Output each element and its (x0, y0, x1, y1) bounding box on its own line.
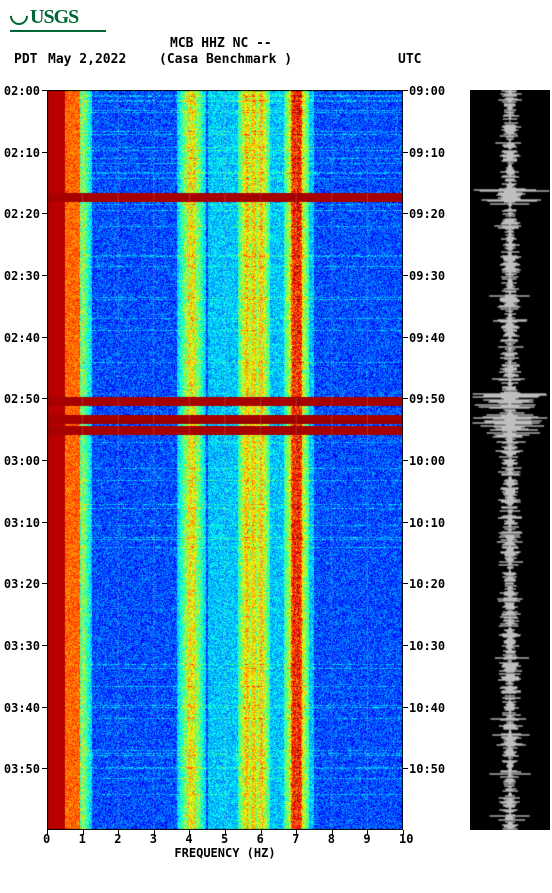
ytick-right-label: 10:10 (409, 516, 445, 530)
tz-left: PDT (14, 52, 37, 67)
xtick-label: 6 (257, 832, 264, 846)
usgs-logo: USGS (10, 6, 106, 32)
xtick-label: 4 (185, 832, 192, 846)
ytick-left-label: 02:30 (4, 269, 40, 283)
xtick-label: 5 (221, 832, 228, 846)
xtick-label: 3 (150, 832, 157, 846)
ytick-left-label: 02:40 (4, 331, 40, 345)
logo-text: USGS (30, 6, 78, 28)
ytick-right-label: 10:20 (409, 577, 445, 591)
xtick-label: 10 (399, 832, 413, 846)
station-line: MCB HHZ NC -- (170, 36, 272, 51)
xtick-label: 1 (79, 832, 86, 846)
ytick-right-label: 09:00 (409, 84, 445, 98)
xtick-label: 9 (363, 832, 370, 846)
ytick-left-label: 03:10 (4, 516, 40, 530)
ytick-right-label: 10:30 (409, 639, 445, 653)
xtick-label: 8 (328, 832, 335, 846)
spectrogram-plot: FREQUENCY (HZ) (47, 90, 403, 850)
tz-right: UTC (398, 52, 421, 67)
ytick-right-label: 09:10 (409, 146, 445, 160)
spectrogram-canvas (47, 90, 403, 830)
x-axis-label: FREQUENCY (HZ) (174, 846, 275, 860)
ytick-left-label: 02:20 (4, 207, 40, 221)
ytick-left-label: 02:00 (4, 84, 40, 98)
seismogram-canvas (470, 90, 550, 830)
xtick-label: 7 (292, 832, 299, 846)
ytick-right-label: 10:40 (409, 701, 445, 715)
ytick-left-label: 02:50 (4, 392, 40, 406)
ytick-right-label: 09:50 (409, 392, 445, 406)
ytick-right-label: 10:50 (409, 762, 445, 776)
ytick-left-label: 03:40 (4, 701, 40, 715)
seismogram-plot (470, 90, 550, 830)
ytick-left-label: 03:30 (4, 639, 40, 653)
ytick-left-label: 03:00 (4, 454, 40, 468)
ytick-left-label: 03:20 (4, 577, 40, 591)
xtick-label: 2 (114, 832, 121, 846)
ytick-right-label: 09:40 (409, 331, 445, 345)
site: (Casa Benchmark ) (159, 52, 292, 67)
ytick-left-label: 03:50 (4, 762, 40, 776)
ytick-right-label: 09:20 (409, 207, 445, 221)
ytick-left-label: 02:10 (4, 146, 40, 160)
date: May 2,2022 (48, 52, 126, 67)
ytick-right-label: 09:30 (409, 269, 445, 283)
xtick-label: 0 (43, 832, 50, 846)
ytick-right-label: 10:00 (409, 454, 445, 468)
